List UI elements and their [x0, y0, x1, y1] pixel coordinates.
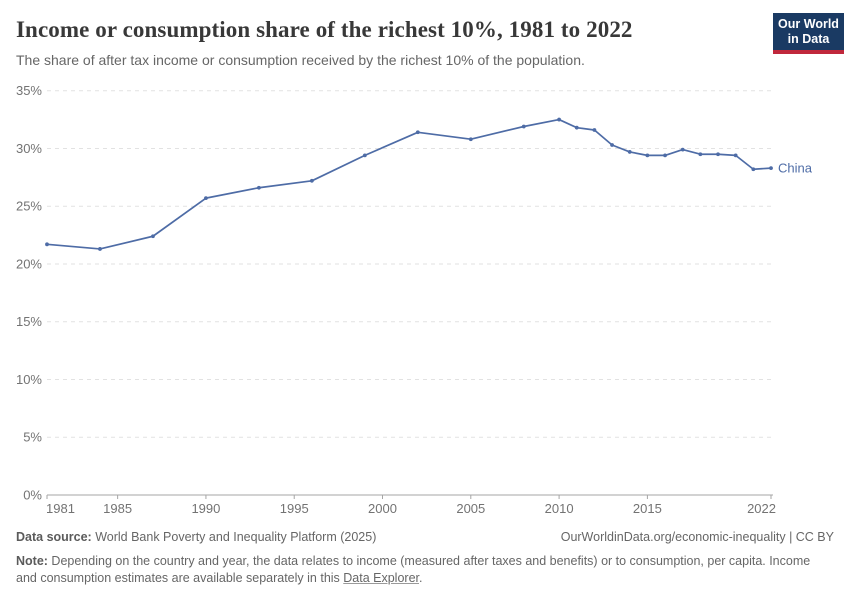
- owid-logo-line2: in Data: [787, 31, 830, 46]
- data-point-1981[interactable]: [45, 242, 49, 247]
- data-point-2016[interactable]: [663, 153, 667, 158]
- owid-logo-line1: Our World: [778, 16, 839, 31]
- data-point-2012[interactable]: [592, 128, 597, 132]
- source-row: Data source: World Bank Poverty and Ineq…: [16, 530, 834, 544]
- x-tick-label-1990: 1990: [191, 501, 220, 516]
- data-point-2008[interactable]: [521, 124, 526, 129]
- data-point-2017[interactable]: [680, 147, 685, 152]
- owid-logo[interactable]: Our World in Data: [773, 13, 844, 54]
- data-point-2021[interactable]: [751, 167, 756, 172]
- y-tick-label-25: 25%: [16, 199, 42, 214]
- data-point-1996[interactable]: [309, 178, 314, 183]
- data-point-2010[interactable]: [557, 117, 561, 122]
- y-tick-label-30: 30%: [16, 141, 42, 156]
- chart-footer: Data source: World Bank Poverty and Ineq…: [16, 530, 834, 587]
- china-line[interactable]: [46, 118, 772, 250]
- credit-line: OurWorldinData.org/economic-inequality |…: [560, 530, 834, 544]
- data-point-1990[interactable]: [204, 196, 208, 201]
- data-point-2020[interactable]: [733, 153, 738, 158]
- data-point-1999[interactable]: [362, 153, 367, 158]
- data-point-2013[interactable]: [610, 143, 614, 147]
- x-tick-label-2015: 2015: [633, 501, 662, 516]
- y-tick-label-10: 10%: [16, 372, 42, 387]
- x-tick-label-2010: 2010: [545, 501, 574, 516]
- footnote-label: Note:: [16, 554, 48, 568]
- x-tick-label-1985: 1985: [103, 501, 132, 516]
- data-point-1984[interactable]: [98, 247, 102, 251]
- footnote-suffix: .: [419, 571, 423, 585]
- y-tick-label-35: 35%: [16, 83, 42, 98]
- chart-subtitle: The share of after tax income or consump…: [16, 52, 585, 68]
- y-tick-label-0: 0%: [23, 488, 42, 503]
- data-point-1987[interactable]: [151, 234, 155, 239]
- footnote-text: Depending on the country and year, the d…: [16, 554, 811, 585]
- chart-title: Income or consumption share of the riche…: [16, 17, 633, 42]
- x-tick-label-2000: 2000: [368, 501, 397, 516]
- data-point-2022[interactable]: [769, 166, 773, 170]
- data-source-label: Data source:: [16, 530, 92, 544]
- data-point-1993[interactable]: [257, 185, 261, 190]
- x-tick-label-1995: 1995: [280, 501, 309, 516]
- x-tick-label-2005: 2005: [456, 501, 485, 516]
- data-point-2002[interactable]: [415, 130, 420, 135]
- series-label-china[interactable]: China: [778, 161, 813, 176]
- y-tick-label-5: 5%: [23, 430, 42, 445]
- data-point-2018[interactable]: [698, 152, 703, 157]
- x-tick-label-2022: 2022: [747, 501, 776, 516]
- data-point-2011[interactable]: [574, 125, 579, 130]
- data-explorer-link[interactable]: Data Explorer: [343, 571, 419, 585]
- data-point-2005[interactable]: [468, 137, 473, 142]
- data-source: Data source: World Bank Poverty and Ineq…: [16, 530, 376, 544]
- y-tick-label-20: 20%: [16, 256, 42, 271]
- data-point-2019[interactable]: [716, 152, 720, 157]
- x-tick-label-1981: 1981: [46, 501, 75, 516]
- chart-header: Income or consumption share of the riche…: [0, 0, 850, 69]
- data-source-text: World Bank Poverty and Inequality Platfo…: [91, 530, 377, 544]
- data-point-2014[interactable]: [627, 150, 632, 154]
- footnote: Note: Depending on the country and year,…: [16, 553, 820, 587]
- y-tick-label-15: 15%: [16, 314, 42, 329]
- data-point-2015[interactable]: [645, 153, 650, 158]
